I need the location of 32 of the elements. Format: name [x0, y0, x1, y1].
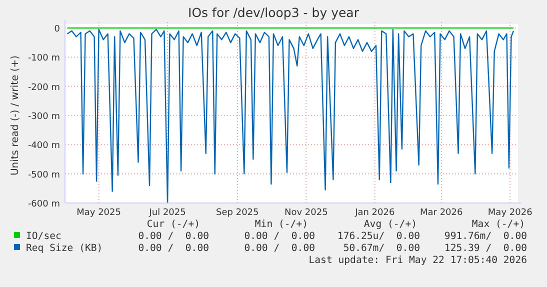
- y-tick-label: 0: [54, 24, 60, 34]
- x-tick-label: May 2025: [76, 208, 121, 218]
- x-tick-label: Mar 2026: [420, 208, 464, 218]
- y-tick-label: -300 m: [28, 112, 60, 122]
- text: Avg (-/+): [364, 219, 417, 230]
- text: Max (-/+): [472, 219, 525, 230]
- y-tick-label: -400 m: [28, 141, 60, 152]
- y-tick-label: -100 m: [28, 54, 60, 64]
- text: 0.00 / 0.00: [138, 231, 210, 242]
- x-tick-label: Jan 2026: [354, 208, 395, 218]
- y-axis-title: Units read (-) / write (+): [10, 55, 21, 176]
- text: 125.39 / 0.00: [444, 243, 528, 254]
- chart-title: IOs for /dev/loop3 - by year: [188, 5, 360, 20]
- x-tick-label: May 2026: [488, 208, 533, 218]
- text: 991.76m/ 0.00: [444, 231, 528, 242]
- text: 0.00 / 0.00: [138, 243, 210, 254]
- text: Last update: Fri May 22 17:05:40 2026: [308, 255, 528, 266]
- text: 176.25u/ 0.00: [337, 231, 420, 242]
- text: Cur (-/+): [146, 219, 200, 230]
- text: 0.00 / 0.00: [244, 243, 316, 254]
- text: 0.00 / 0.00: [244, 231, 316, 242]
- y-tick-label: -500 m: [28, 170, 60, 180]
- text: Min (-/+): [254, 219, 308, 230]
- legend-label: IO/sec: [26, 231, 62, 242]
- x-tick-label: Jul 2025: [148, 208, 186, 218]
- y-tick-label: -600 m: [28, 200, 60, 210]
- line-series: [66, 28, 514, 204]
- text: 50.67m/ 0.00: [343, 243, 420, 254]
- y-tick-label: -200 m: [28, 82, 60, 93]
- x-tick-label: Sep 2025: [216, 208, 259, 218]
- x-tick-label: Nov 2025: [284, 208, 328, 218]
- legend-label: Req Size (KB): [26, 243, 103, 254]
